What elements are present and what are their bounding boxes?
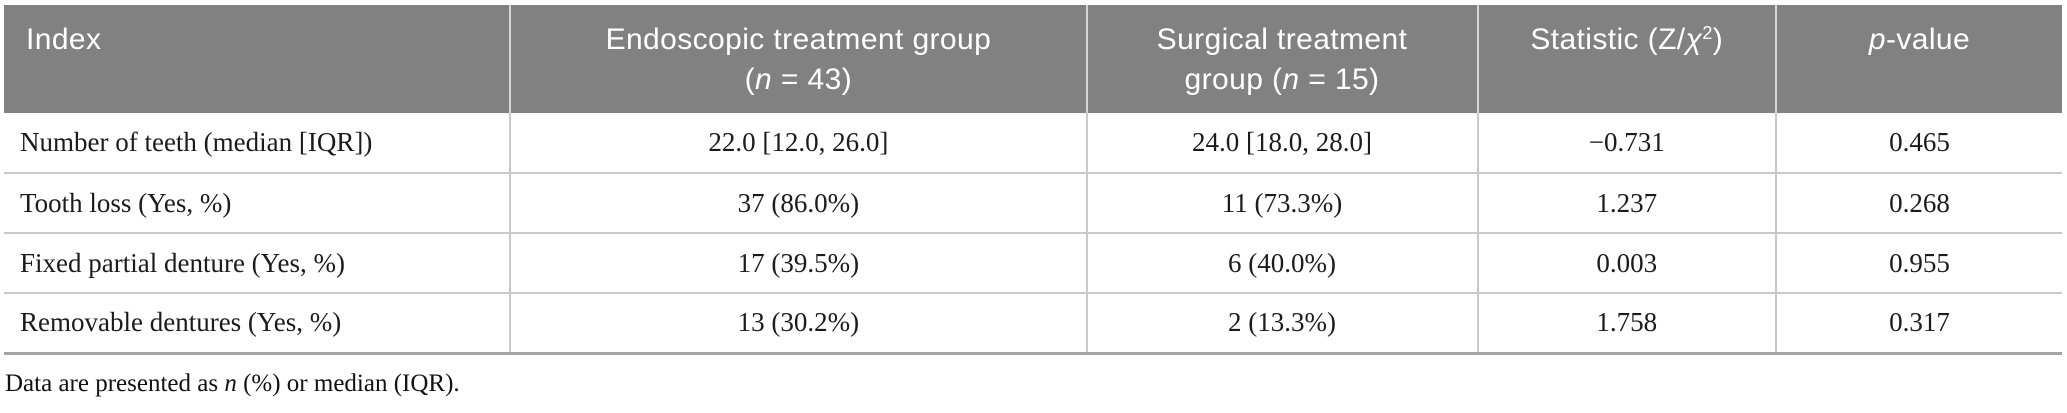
cell-statistic: 1.237: [1476, 172, 1776, 233]
cell-pvalue: 0.317: [1774, 292, 2062, 353]
header-surgical-n-italic: n: [1282, 63, 1300, 96]
header-pvalue-post: -value: [1885, 23, 1971, 56]
cell-endoscopic: 13 (30.2%): [509, 292, 1087, 353]
cell-pvalue: 0.268: [1774, 172, 2062, 233]
header-statistic-post: ): [1712, 23, 1724, 56]
row-label: Fixed partial denture (Yes, %): [4, 232, 511, 293]
header-pvalue: p-value: [1774, 5, 2062, 113]
header-statistic: Statistic (Z/χ2): [1476, 5, 1776, 113]
table-footnote: Data are presented as n (%) or median (I…: [5, 370, 2062, 398]
cell-statistic: 1.758: [1476, 292, 1776, 353]
table-row: Tooth loss (Yes, %) 37 (86.0%) 11 (73.3%…: [4, 172, 2062, 233]
row-label: Number of teeth (median [IQR]): [4, 113, 511, 173]
table-figure: Index Endoscopic treatment group (n = 43…: [4, 5, 2062, 398]
header-endoscopic-n-italic: n: [755, 63, 773, 96]
header-endoscopic-line1: Endoscopic treatment group: [605, 23, 992, 56]
header-surgical-line1: Surgical treatment: [1156, 23, 1408, 56]
cell-endoscopic: 37 (86.0%): [509, 172, 1087, 233]
footnote-pre: Data are presented as: [5, 369, 225, 397]
cell-surgical: 11 (73.3%): [1085, 172, 1478, 233]
cell-endoscopic: 17 (39.5%): [509, 232, 1087, 293]
header-pvalue-p-italic: p: [1868, 23, 1886, 56]
cell-endoscopic: 22.0 [12.0, 26.0]: [509, 113, 1087, 173]
header-row: Index Endoscopic treatment group (n = 43…: [4, 5, 2062, 113]
header-endoscopic-rest: = 43): [772, 63, 853, 96]
row-label: Tooth loss (Yes, %): [4, 172, 511, 233]
header-statistic-chi-symbol: χ: [1685, 23, 1703, 56]
cell-surgical: 24.0 [18.0, 28.0]: [1085, 113, 1478, 173]
cell-statistic: 0.003: [1476, 232, 1776, 293]
header-surgical-line2: group (n = 15): [1098, 60, 1467, 100]
footnote-n-italic: n: [224, 369, 237, 397]
cell-pvalue: 0.465: [1774, 113, 2062, 173]
table-row: Removable dentures (Yes, %) 13 (30.2%) 2…: [4, 292, 2062, 353]
header-endoscopic-group: Endoscopic treatment group (n = 43): [509, 5, 1087, 113]
row-label: Removable dentures (Yes, %): [4, 292, 511, 353]
cell-surgical: 6 (40.0%): [1085, 232, 1478, 293]
header-statistic-pre: Statistic (Z/: [1530, 23, 1686, 56]
footnote-post: (%) or median (IQR).: [236, 369, 460, 397]
cell-statistic: −0.731: [1476, 113, 1776, 173]
header-index: Index: [4, 5, 511, 113]
table-row: Number of teeth (median [IQR]) 22.0 [12.…: [4, 113, 2062, 173]
header-endoscopic-open: (: [744, 63, 756, 96]
header-surgical-group: Surgical treatment group (n = 15): [1085, 5, 1478, 113]
header-endoscopic-line2: (n = 43): [521, 60, 1075, 100]
table-row: Fixed partial denture (Yes, %) 17 (39.5%…: [4, 232, 2062, 293]
cell-surgical: 2 (13.3%): [1085, 292, 1478, 353]
header-statistic-superscript: 2: [1702, 23, 1713, 44]
cell-pvalue: 0.955: [1774, 232, 2062, 293]
comparison-table: Index Endoscopic treatment group (n = 43…: [4, 5, 2062, 355]
header-surgical-pre: group (: [1184, 63, 1283, 96]
header-surgical-rest: = 15): [1299, 63, 1380, 96]
